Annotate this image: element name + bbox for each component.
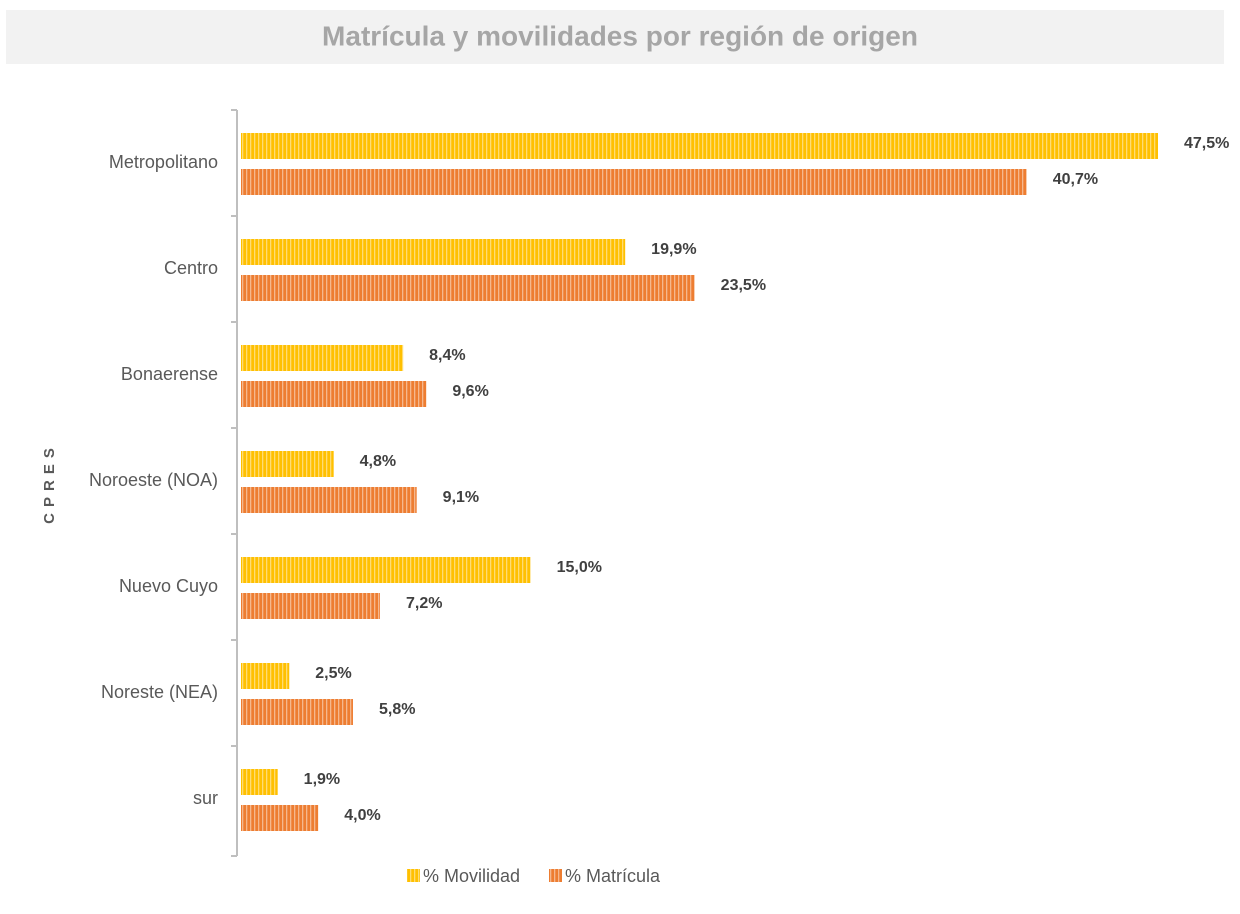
value-label: 19,9% (651, 241, 696, 258)
y-tick-label: sur (193, 788, 218, 808)
value-label: 47,5% (1184, 135, 1229, 152)
bar (241, 275, 695, 301)
value-label: 7,2% (406, 595, 442, 612)
y-tick-label: Nuevo Cuyo (119, 576, 218, 596)
value-label: 5,8% (379, 701, 415, 718)
chart-title: Matrícula y movilidades por región de or… (322, 20, 918, 51)
legend-swatch (407, 869, 420, 882)
y-tick-label: Bonaerense (121, 364, 218, 384)
bar (241, 381, 427, 407)
bar (241, 699, 353, 725)
value-label: 23,5% (721, 277, 766, 294)
y-tick-label: Noroeste (NOA) (89, 470, 218, 490)
value-label: 9,6% (452, 383, 488, 400)
value-label: 4,8% (360, 453, 396, 470)
y-axis-label: CPRES (41, 442, 58, 524)
bar (241, 487, 417, 513)
y-tick-label: Centro (164, 258, 218, 278)
bar (241, 451, 334, 477)
title-band (6, 10, 1224, 64)
y-tick-label: Noreste (NEA) (101, 682, 218, 702)
value-label: 9,1% (443, 489, 479, 506)
legend-swatch (549, 869, 562, 882)
bar (241, 593, 380, 619)
bar (241, 663, 290, 689)
value-label: 1,9% (304, 771, 340, 788)
bar (241, 239, 626, 265)
bar (241, 805, 319, 831)
value-label: 2,5% (315, 665, 351, 682)
bar (241, 133, 1158, 159)
bar (241, 769, 278, 795)
value-label: 40,7% (1053, 171, 1098, 188)
value-label: 8,4% (429, 347, 465, 364)
value-label: 4,0% (344, 807, 380, 824)
bar (241, 169, 1027, 195)
y-tick-label: Metropolitano (109, 152, 218, 172)
legend-label: % Matrícula (565, 866, 661, 886)
legend-label: % Movilidad (423, 866, 520, 886)
bar (241, 557, 531, 583)
value-label: 15,0% (557, 559, 602, 576)
bar (241, 345, 404, 371)
